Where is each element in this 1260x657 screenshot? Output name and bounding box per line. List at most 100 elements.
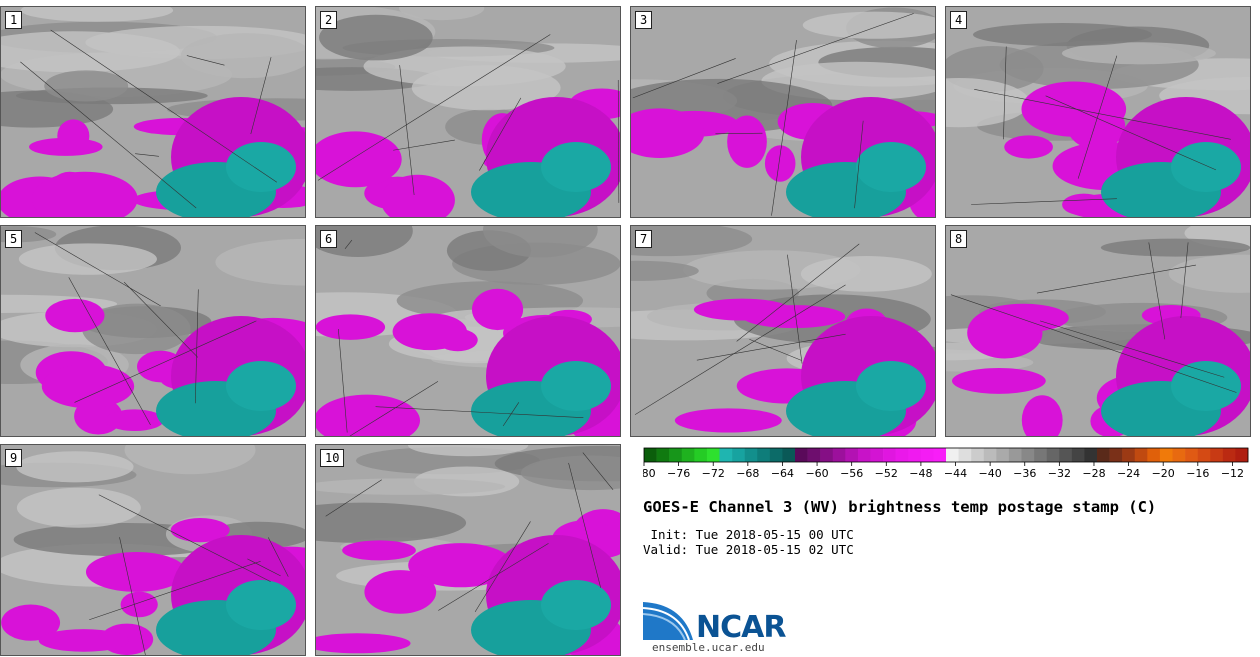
panel-number: 10 xyxy=(320,449,345,467)
panel-number: 7 xyxy=(635,230,653,248)
colorbar-segment xyxy=(1210,448,1224,462)
colorbar-segment xyxy=(1159,448,1173,462)
ncar-logo-icon xyxy=(643,602,693,641)
wv-field xyxy=(946,226,1250,436)
colorbar: −80 −76 −72 −68 −64 −60 −56 −52 −48 −44 −40 −36 −32 −… xyxy=(643,447,1249,479)
colorbar-tick-label: −52 xyxy=(875,467,898,479)
colorbar-segment xyxy=(744,448,758,462)
colorbar-segment xyxy=(895,448,909,462)
init-time: Init: Tue 2018-05-15 00 UTC xyxy=(643,527,854,542)
colorbar-tick-label: −44 xyxy=(944,467,967,479)
map-panel-1: 1 xyxy=(0,6,306,218)
colorbar-segment xyxy=(1008,448,1022,462)
map-panel-4: 4 xyxy=(945,6,1251,218)
colorbar-segment xyxy=(807,448,821,462)
colorbar-segment xyxy=(644,448,657,462)
colorbar-segment xyxy=(857,448,871,462)
colorbar-tick-label: −76 xyxy=(667,467,690,479)
colorbar-tick-label: −32 xyxy=(1048,467,1071,479)
colorbar-segment xyxy=(883,448,896,462)
map-panel-3: 3 xyxy=(630,6,936,218)
wv-field xyxy=(631,7,935,217)
colorbar-segment xyxy=(1109,448,1123,462)
colorbar-segment xyxy=(870,448,884,462)
colorbar-segment xyxy=(820,448,834,462)
wv-field xyxy=(316,7,620,217)
colorbar-segment xyxy=(983,448,997,462)
colorbar-tick-label: −80 xyxy=(643,467,656,479)
colorbar-tick-label: −60 xyxy=(805,467,828,479)
colorbar-segment xyxy=(946,448,959,462)
map-panel-5: 5 xyxy=(0,225,306,437)
map-panel-8: 8 xyxy=(945,225,1251,437)
colorbar-tick-label: −24 xyxy=(1117,467,1140,479)
colorbar-segment xyxy=(1147,448,1161,462)
colorbar-segment xyxy=(933,448,947,462)
colorbar-segment xyxy=(1071,448,1085,462)
colorbar-segment xyxy=(1097,448,1110,462)
colorbar-segment xyxy=(1197,448,1211,462)
panel-number: 2 xyxy=(320,11,338,29)
colorbar-segment xyxy=(1046,448,1060,462)
colorbar-segment xyxy=(782,448,796,462)
wv-field xyxy=(1,445,305,655)
colorbar-tick-label: −72 xyxy=(702,467,725,479)
colorbar-segment xyxy=(681,448,695,462)
colorbar-segment xyxy=(1059,448,1073,462)
colorbar-segment xyxy=(694,448,708,462)
colorbar-tick-label: −12 xyxy=(1221,467,1244,479)
map-panel-2: 2 xyxy=(315,6,621,218)
colorbar-segment xyxy=(958,448,972,462)
wv-field xyxy=(1,7,305,217)
colorbar-tick-label: −56 xyxy=(840,467,863,479)
colorbar-segment xyxy=(920,448,934,462)
wv-field xyxy=(316,445,620,655)
colorbar-segment xyxy=(845,448,859,462)
colorbar-segment xyxy=(656,448,670,462)
colorbar-segment xyxy=(769,448,783,462)
colorbar-segment xyxy=(1185,448,1198,462)
colorbar-tick-label: −36 xyxy=(1013,467,1036,479)
panel-number: 5 xyxy=(5,230,23,248)
colorbar-segment xyxy=(971,448,985,462)
colorbar-segment xyxy=(1235,448,1249,462)
colorbar-segment xyxy=(908,448,922,462)
colorbar-segment xyxy=(706,448,720,462)
wv-field xyxy=(316,226,620,436)
colorbar-tick-label: −68 xyxy=(736,467,759,479)
map-panel-9: 9 xyxy=(0,444,306,656)
colorbar-segment xyxy=(1021,448,1035,462)
colorbar-segment xyxy=(1034,448,1047,462)
colorbar-segment xyxy=(1134,448,1148,462)
valid-time: Valid: Tue 2018-05-15 02 UTC xyxy=(643,542,854,557)
colorbar-segment xyxy=(1172,448,1186,462)
colorbar-segment xyxy=(1122,448,1136,462)
colorbar-tick-label: −40 xyxy=(979,467,1002,479)
colorbar-segment xyxy=(795,448,808,462)
wv-field xyxy=(631,226,935,436)
colorbar-segment xyxy=(832,448,846,462)
colorbar-tick-label: −20 xyxy=(1152,467,1175,479)
map-panel-10: 10 xyxy=(315,444,621,656)
map-panel-7: 7 xyxy=(630,225,936,437)
colorbar-segment xyxy=(996,448,1010,462)
panel-number: 9 xyxy=(5,449,23,467)
colorbar-segment xyxy=(1222,448,1236,462)
logo-url: ensemble.ucar.edu xyxy=(652,641,765,654)
panel-number: 8 xyxy=(950,230,968,248)
colorbar-segment xyxy=(719,448,733,462)
panel-number: 4 xyxy=(950,11,968,29)
colorbar-tick-label: −48 xyxy=(909,467,932,479)
wv-field xyxy=(946,7,1250,217)
chart-title: GOES-E Channel 3 (WV) brightness temp po… xyxy=(643,498,1157,516)
panel-number: 6 xyxy=(320,230,338,248)
wv-field xyxy=(1,226,305,436)
logo-text: NCAR xyxy=(696,610,786,645)
colorbar-tick-label: −16 xyxy=(1186,467,1209,479)
colorbar-tick-label: −64 xyxy=(771,467,794,479)
colorbar-segment xyxy=(757,448,771,462)
colorbar-segment xyxy=(1084,448,1098,462)
map-panel-6: 6 xyxy=(315,225,621,437)
panel-number: 3 xyxy=(635,11,653,29)
panel-number: 1 xyxy=(5,11,23,29)
